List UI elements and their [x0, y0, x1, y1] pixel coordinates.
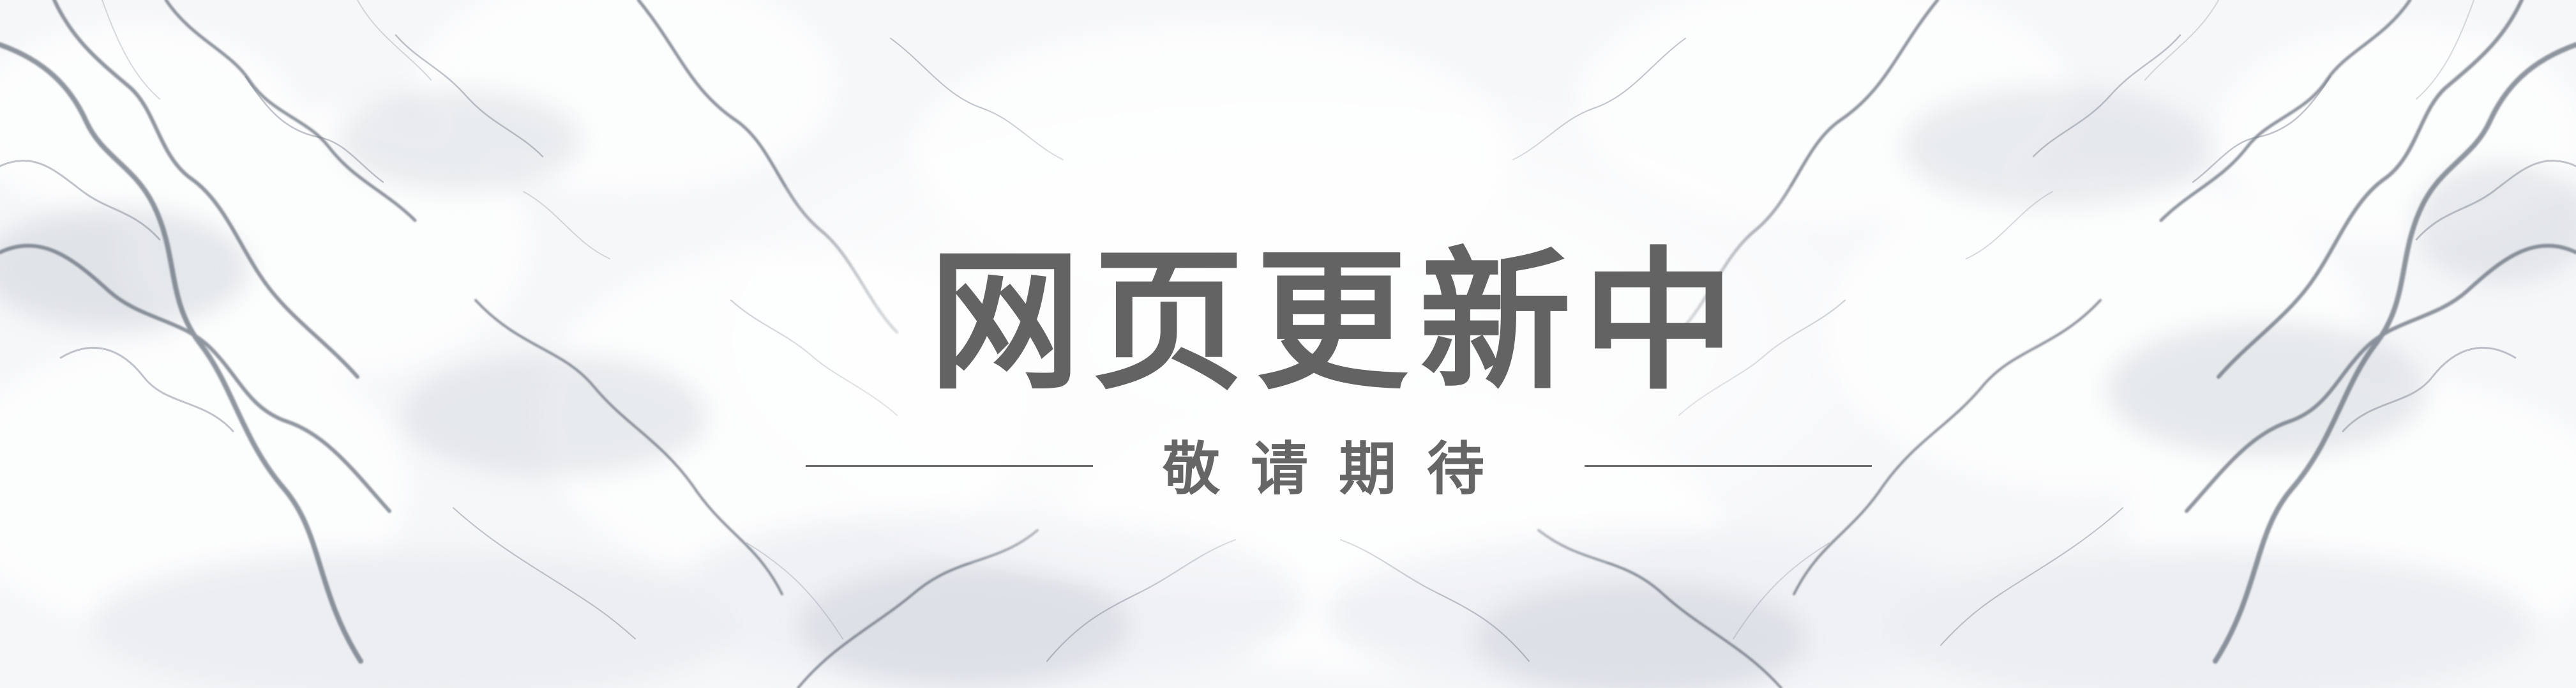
subtitle-text: 敬请期待	[1163, 436, 1515, 503]
subtitle-row: 敬请期待	[806, 438, 1872, 501]
left-divider	[806, 465, 1093, 467]
page-title: 网页更新中	[929, 234, 1746, 411]
right-divider	[1585, 465, 1872, 467]
